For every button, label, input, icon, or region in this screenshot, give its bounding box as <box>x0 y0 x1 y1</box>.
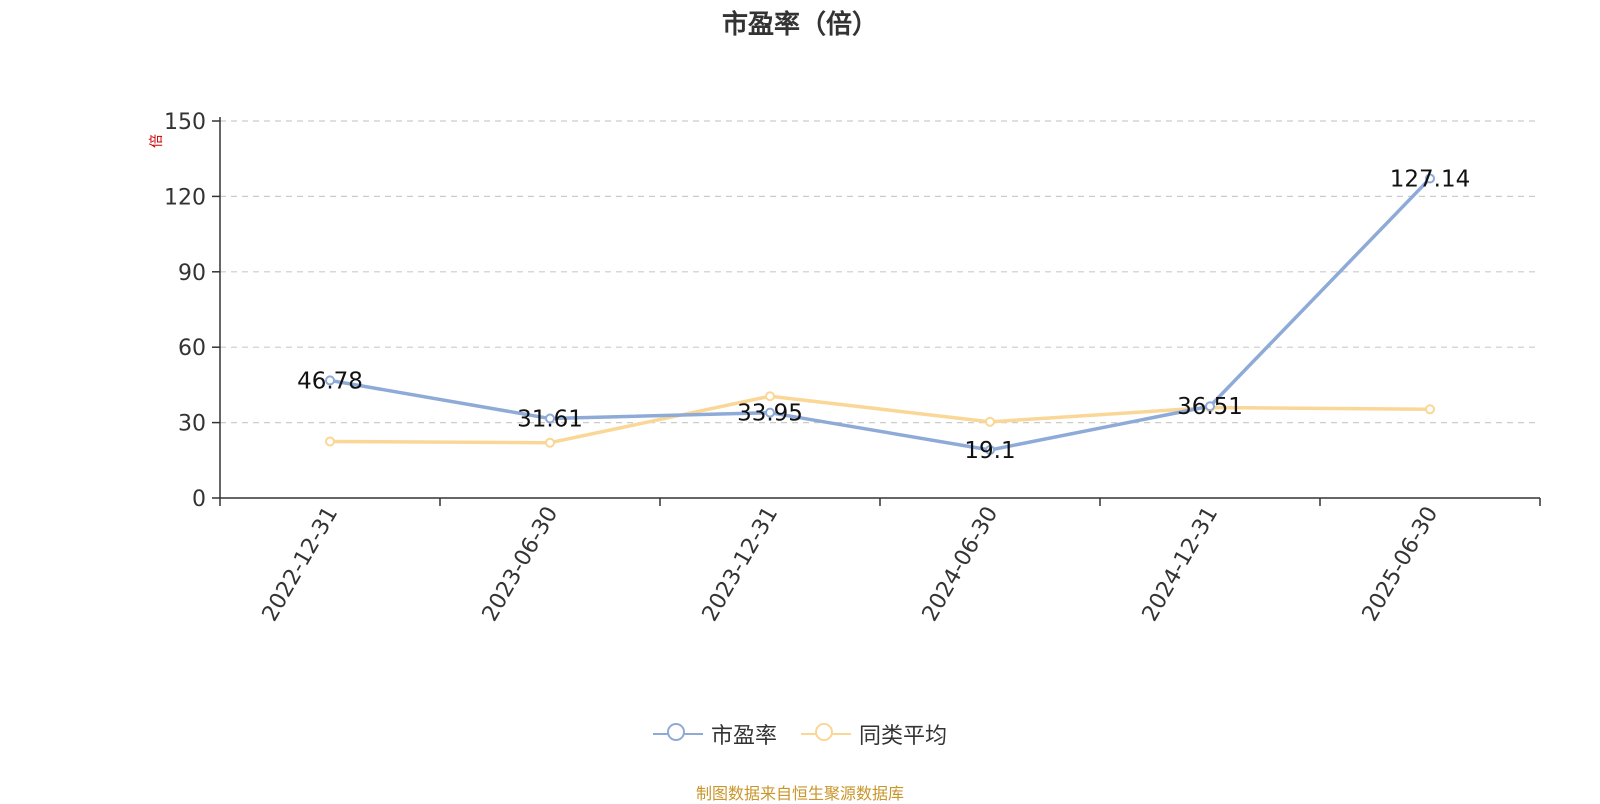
legend-label-pe: 市盈率 <box>710 724 777 749</box>
x-tick-label: 2025-06-30 <box>1358 503 1444 626</box>
y-tick-label: 120 <box>164 185 206 210</box>
x-tick-label: 2024-06-30 <box>918 503 1004 626</box>
y-tick-label: 150 <box>164 110 206 135</box>
legend-swatch-peer-average <box>801 721 851 747</box>
data-labels: 46.78 31.61 33.95 19.1 36.51 127.14 <box>297 166 1470 464</box>
data-point <box>325 436 335 447</box>
x-tick-label: 2023-12-31 <box>698 503 784 626</box>
x-tick-label: 2022-12-31 <box>258 503 344 626</box>
data-point <box>765 407 775 418</box>
data-point <box>985 416 995 427</box>
axes: 0 30 60 90 120 150 2022-12-31 2023-06-30 2023-12… <box>164 110 1541 626</box>
data-label: 31.61 <box>517 407 583 433</box>
plot-area: 0 30 60 90 120 150 2022-12-31 2023-06-30 2023-12… <box>164 110 1541 626</box>
y-tick-label: 30 <box>178 412 206 437</box>
data-label: 46.78 <box>297 368 363 394</box>
legend-item-peer-average[interactable]: 同类平均 <box>801 718 947 750</box>
data-point <box>325 375 335 386</box>
series-lines <box>325 173 1435 455</box>
data-label: 127.14 <box>1390 166 1470 192</box>
legend: 市盈率 同类平均 <box>0 718 1600 750</box>
data-point <box>1425 404 1435 415</box>
data-point <box>1205 401 1215 412</box>
series-line-1 <box>329 394 1431 445</box>
data-source-note: 制图数据来自恒生聚源数据库 <box>695 784 904 803</box>
y-tick-label: 90 <box>178 261 206 286</box>
x-tick-label: 2024-12-31 <box>1138 503 1224 626</box>
data-point <box>765 391 775 402</box>
data-label: 19.1 <box>964 438 1015 464</box>
grid-lines <box>220 120 1540 424</box>
data-point <box>985 444 995 455</box>
legend-swatch-pe <box>652 721 703 747</box>
legend-item-pe[interactable]: 市盈率 <box>652 718 777 750</box>
legend-label-peer-average: 同类平均 <box>859 724 948 749</box>
y-tick-label: 60 <box>178 336 206 361</box>
chart-title: 市盈率（倍） <box>721 10 878 40</box>
data-label: 33.95 <box>737 401 803 427</box>
data-point <box>545 413 555 424</box>
series-line-0 <box>329 177 1432 452</box>
data-point <box>1425 173 1435 184</box>
data-label: 36.51 <box>1177 394 1243 420</box>
x-tick-label: 2023-06-30 <box>478 503 564 626</box>
y-tick-label: 0 <box>192 487 206 512</box>
data-point <box>545 437 555 448</box>
